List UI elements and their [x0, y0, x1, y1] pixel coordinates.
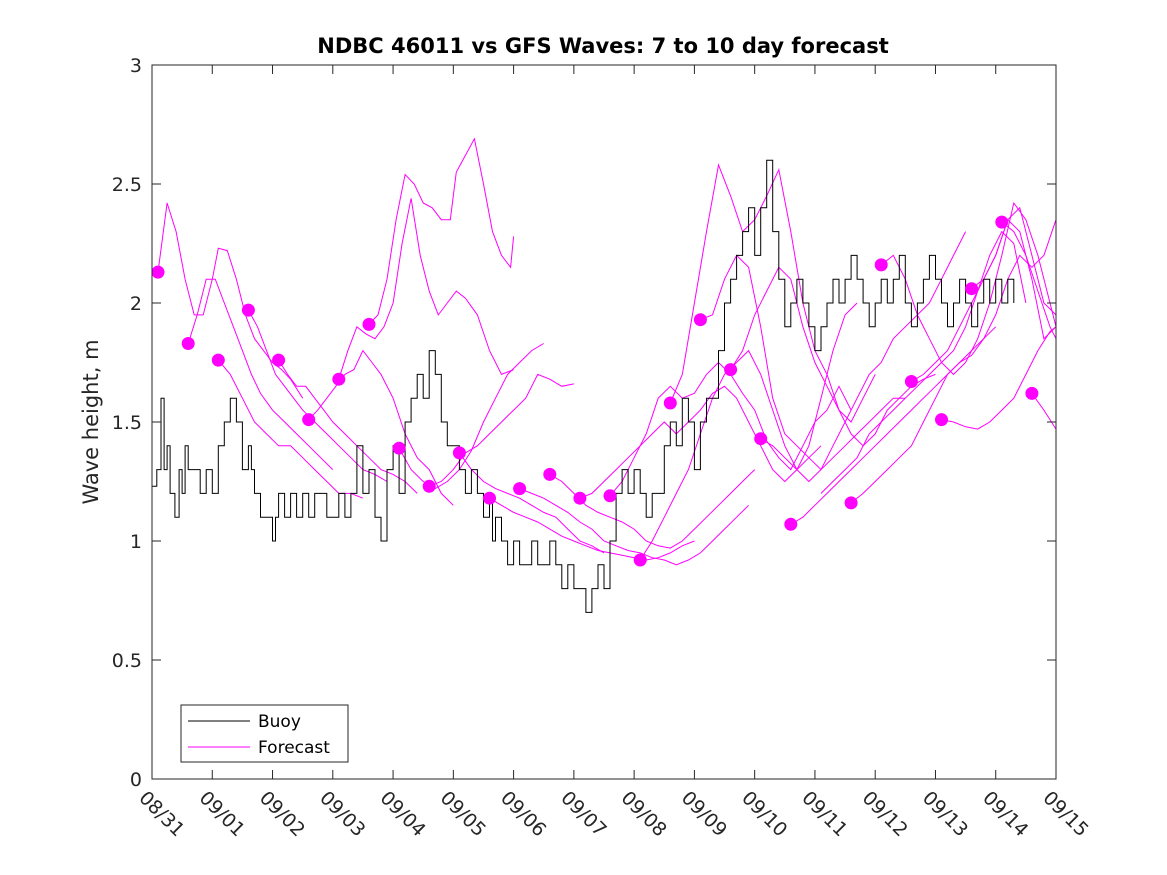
forecast-marker-28 — [1025, 386, 1039, 400]
legend: Buoy Forecast — [180, 704, 349, 763]
forecast-marker-1 — [181, 337, 195, 350]
forecast-marker-18 — [693, 313, 707, 327]
forecast-marker-16 — [633, 553, 647, 567]
forecast-marker-26 — [965, 282, 979, 296]
forecast-marker-20 — [754, 432, 768, 446]
forecast-line-23 — [850, 219, 1057, 504]
forecast-marker-22 — [844, 496, 858, 510]
forecast-marker-7 — [362, 317, 376, 331]
forecast-line-11 — [489, 497, 695, 561]
forecast-line-26 — [941, 326, 1057, 430]
y-tick-label-4: 2 — [130, 293, 142, 315]
y-tick-label-0: 0 — [130, 769, 142, 791]
plot-area — [152, 65, 1056, 779]
forecast-marker-15 — [603, 489, 617, 503]
forecast-line-24 — [880, 201, 1057, 376]
series-layer — [151, 137, 1057, 613]
buoy-line — [152, 159, 1015, 613]
forecast-marker-14 — [573, 491, 587, 505]
forecast-marker-10 — [452, 446, 466, 460]
y-tick-label-2: 1 — [130, 531, 142, 553]
forecast-line-27 — [971, 206, 1057, 316]
forecast-line-29 — [1031, 393, 1057, 430]
forecast-line-18 — [700, 254, 906, 471]
y-tick-label-5: 2.5 — [112, 174, 142, 196]
forecast-line-10 — [458, 452, 605, 554]
forecast-marker-6 — [332, 372, 346, 386]
legend-box — [180, 704, 349, 763]
forecast-line-12 — [519, 488, 749, 566]
forecast-marker-27 — [995, 215, 1009, 229]
forecast-line-5 — [308, 349, 454, 506]
forecast-marker-17 — [663, 396, 677, 410]
forecast-marker-4 — [272, 353, 286, 367]
y-axis-label: Wave height, m — [79, 339, 103, 504]
chart-title: NDBC 46011 vs GFS Waves: 7 to 10 day for… — [317, 34, 888, 58]
forecast-marker-19 — [724, 363, 738, 377]
forecast-marker-9 — [422, 479, 436, 493]
forecast-marker-11 — [483, 491, 496, 505]
forecast-line-4 — [278, 359, 418, 494]
forecast-marker-3 — [241, 303, 255, 317]
forecast-line-7 — [368, 137, 515, 325]
forecast-marker-8 — [392, 441, 406, 455]
forecast-line-14 — [579, 385, 822, 499]
forecast-line-6 — [338, 198, 514, 380]
forecast-marker-13 — [543, 467, 557, 481]
forecast-line-8 — [398, 343, 544, 490]
forecast-marker-12 — [513, 482, 527, 496]
forecast-marker-23 — [874, 258, 888, 272]
forecast-line-9 — [429, 373, 574, 487]
forecast-line-16 — [639, 302, 858, 561]
forecast-line-28 — [1001, 221, 1057, 339]
y-tick-label-1: 0.5 — [112, 650, 142, 672]
forecast-marker-24 — [904, 375, 918, 388]
forecast-marker-25 — [935, 413, 948, 427]
y-tick-label-6: 3 — [130, 55, 142, 77]
forecast-marker-0 — [151, 265, 165, 279]
forecast-marker-5 — [302, 413, 316, 427]
forecast-marker-2 — [211, 353, 225, 367]
forecast-marker-21 — [784, 517, 798, 531]
forecast-line-20 — [760, 231, 967, 483]
legend-forecast-label: Forecast — [258, 738, 330, 758]
legend-buoy-label: Buoy — [258, 712, 301, 732]
y-tick-label-3: 1.5 — [112, 412, 142, 434]
forecast-line-1 — [187, 278, 334, 470]
forecast-line-19 — [730, 266, 936, 447]
forecast-line-21 — [790, 326, 997, 525]
forecast-line-22 — [820, 230, 1027, 494]
